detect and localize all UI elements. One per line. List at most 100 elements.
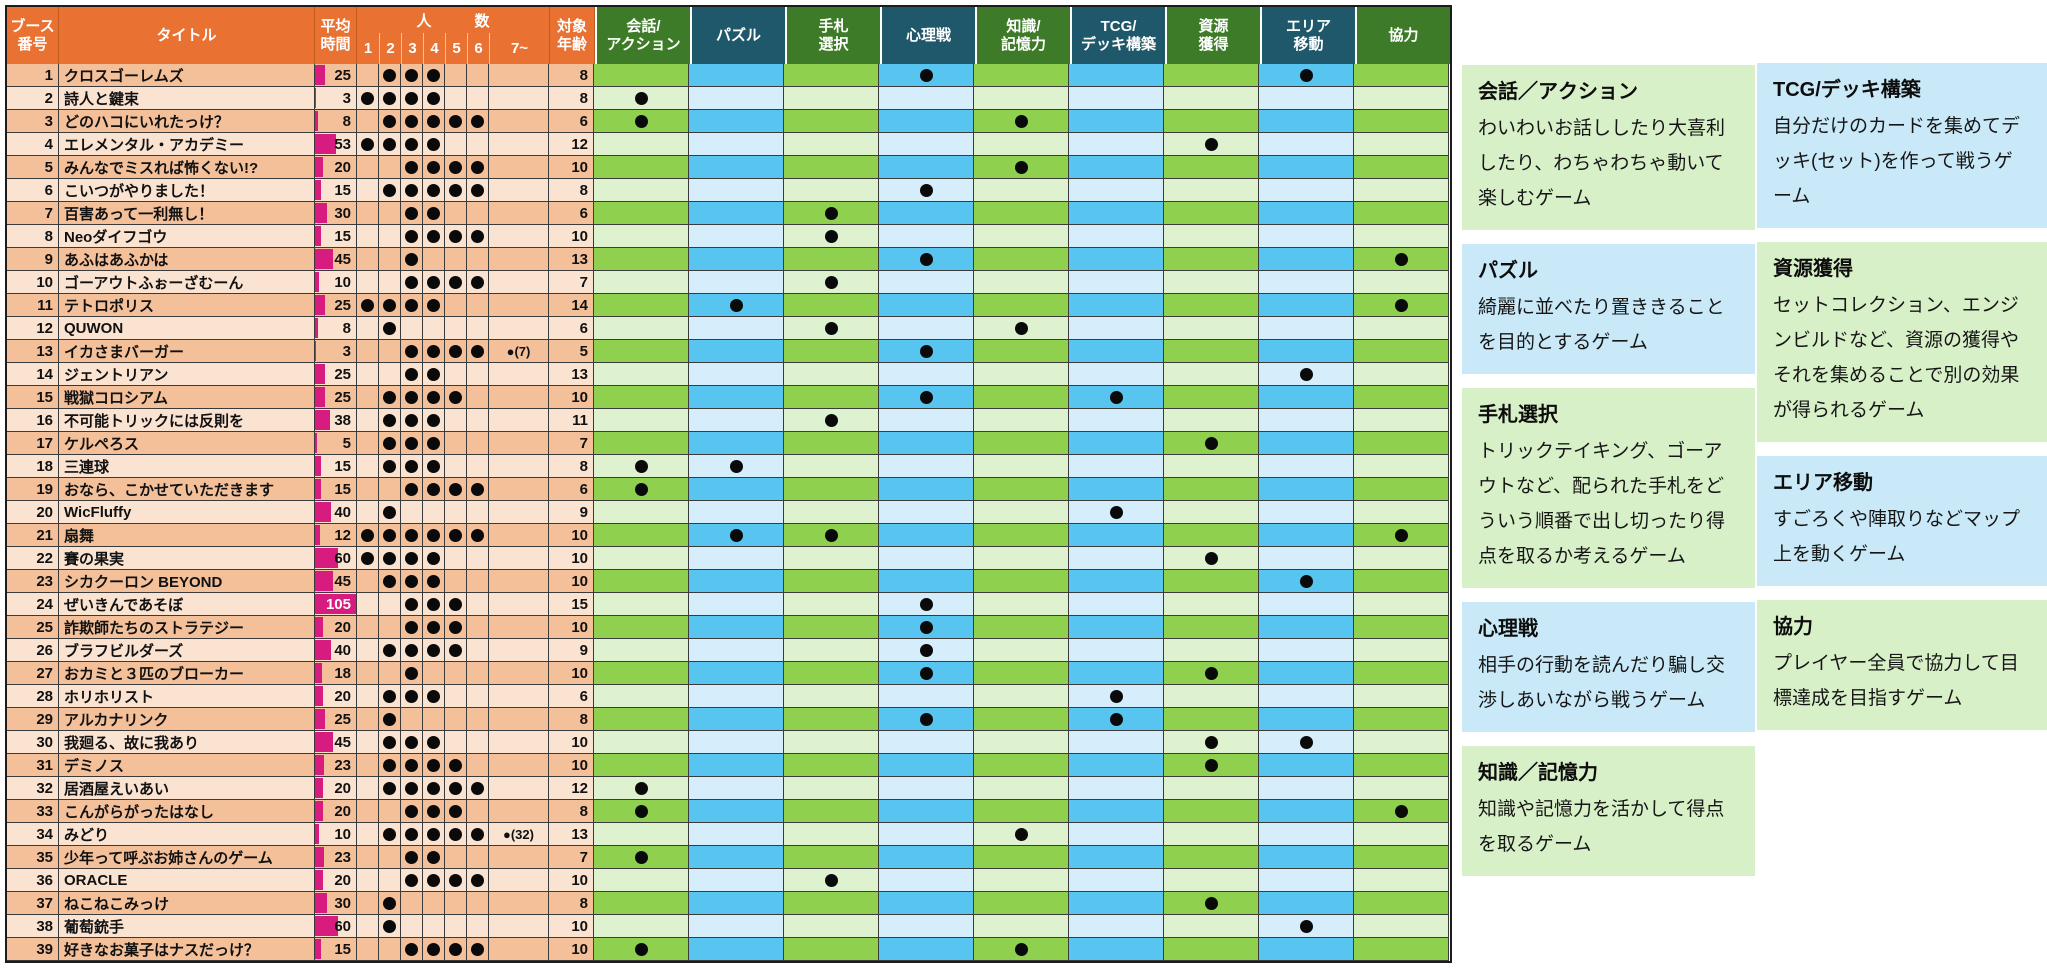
cell-title[interactable]: ゴーアウトふぉーざむーん <box>59 271 315 294</box>
cell-players-3[interactable] <box>401 754 423 777</box>
cell-target-age[interactable]: 10 <box>549 662 594 685</box>
cell-booth-number[interactable]: 13 <box>7 340 59 363</box>
cell-players-7plus[interactable] <box>489 524 549 547</box>
cell-category-6[interactable] <box>1164 225 1259 248</box>
cell-players-1[interactable] <box>357 271 379 294</box>
cell-players-7plus[interactable] <box>489 179 549 202</box>
cell-category-5[interactable] <box>1069 616 1164 639</box>
cell-players-6[interactable] <box>467 294 489 317</box>
cell-category-7[interactable] <box>1259 225 1354 248</box>
cell-category-7[interactable] <box>1259 501 1354 524</box>
cell-players-5[interactable] <box>445 225 467 248</box>
cell-category-0[interactable] <box>594 938 689 961</box>
cell-players-6[interactable] <box>467 432 489 455</box>
cell-players-5[interactable] <box>445 708 467 731</box>
cell-players-1[interactable] <box>357 409 379 432</box>
cell-category-2[interactable] <box>784 133 879 156</box>
cell-players-2[interactable] <box>379 271 401 294</box>
cell-players-6[interactable] <box>467 110 489 133</box>
cell-title[interactable]: 三連球 <box>59 455 315 478</box>
cell-target-age[interactable]: 10 <box>549 225 594 248</box>
cell-category-7[interactable] <box>1259 271 1354 294</box>
cell-category-0[interactable] <box>594 616 689 639</box>
cell-category-5[interactable] <box>1069 432 1164 455</box>
cell-players-6[interactable] <box>467 639 489 662</box>
cell-category-8[interactable] <box>1354 639 1449 662</box>
cell-category-2[interactable] <box>784 478 879 501</box>
cell-target-age[interactable]: 7 <box>549 846 594 869</box>
cell-players-2[interactable] <box>379 892 401 915</box>
cell-category-6[interactable] <box>1164 800 1259 823</box>
cell-players-7plus[interactable] <box>489 409 549 432</box>
cell-avg-time[interactable]: 18 <box>315 662 357 685</box>
cell-avg-time[interactable]: 20 <box>315 869 357 892</box>
cell-players-1[interactable] <box>357 156 379 179</box>
cell-players-4[interactable] <box>423 593 445 616</box>
cell-players-2[interactable] <box>379 409 401 432</box>
cell-category-2[interactable] <box>784 156 879 179</box>
cell-avg-time[interactable]: 25 <box>315 294 357 317</box>
cell-booth-number[interactable]: 37 <box>7 892 59 915</box>
cell-category-0[interactable] <box>594 708 689 731</box>
cell-category-3[interactable] <box>879 386 974 409</box>
cell-players-6[interactable] <box>467 616 489 639</box>
cell-players-1[interactable] <box>357 179 379 202</box>
cell-players-2[interactable] <box>379 248 401 271</box>
cell-title[interactable]: 不可能トリックには反則を <box>59 409 315 432</box>
cell-booth-number[interactable]: 6 <box>7 179 59 202</box>
cell-players-5[interactable] <box>445 248 467 271</box>
cell-players-2[interactable] <box>379 156 401 179</box>
cell-avg-time[interactable]: 30 <box>315 892 357 915</box>
cell-players-6[interactable] <box>467 892 489 915</box>
cell-category-7[interactable] <box>1259 708 1354 731</box>
cell-category-2[interactable] <box>784 64 879 87</box>
cell-players-4[interactable] <box>423 271 445 294</box>
cell-title[interactable]: こいつがやりました！ <box>59 179 315 202</box>
cell-category-4[interactable] <box>974 777 1069 800</box>
cell-target-age[interactable]: 8 <box>549 179 594 202</box>
cell-category-1[interactable] <box>689 225 784 248</box>
cell-category-4[interactable] <box>974 800 1069 823</box>
cell-category-1[interactable] <box>689 179 784 202</box>
cell-players-6[interactable] <box>467 409 489 432</box>
cell-category-6[interactable] <box>1164 616 1259 639</box>
cell-category-3[interactable] <box>879 133 974 156</box>
cell-players-7plus[interactable] <box>489 386 549 409</box>
cell-category-3[interactable] <box>879 363 974 386</box>
cell-category-7[interactable] <box>1259 547 1354 570</box>
cell-category-7[interactable] <box>1259 156 1354 179</box>
cell-category-6[interactable] <box>1164 593 1259 616</box>
cell-category-3[interactable] <box>879 294 974 317</box>
cell-players-1[interactable] <box>357 87 379 110</box>
cell-players-6[interactable] <box>467 317 489 340</box>
cell-category-1[interactable] <box>689 248 784 271</box>
cell-players-4[interactable] <box>423 317 445 340</box>
cell-title[interactable]: おなら、こかせていただきます <box>59 478 315 501</box>
cell-category-1[interactable] <box>689 363 784 386</box>
cell-avg-time[interactable]: 3 <box>315 87 357 110</box>
cell-category-0[interactable] <box>594 869 689 892</box>
cell-category-3[interactable] <box>879 501 974 524</box>
cell-category-3[interactable] <box>879 248 974 271</box>
cell-booth-number[interactable]: 20 <box>7 501 59 524</box>
cell-category-7[interactable] <box>1259 202 1354 225</box>
cell-category-3[interactable] <box>879 685 974 708</box>
cell-category-2[interactable] <box>784 570 879 593</box>
cell-category-7[interactable] <box>1259 409 1354 432</box>
cell-players-4[interactable] <box>423 846 445 869</box>
cell-players-3[interactable] <box>401 455 423 478</box>
cell-avg-time[interactable]: 45 <box>315 570 357 593</box>
cell-players-7plus[interactable] <box>489 616 549 639</box>
cell-players-2[interactable] <box>379 685 401 708</box>
cell-avg-time[interactable]: 23 <box>315 846 357 869</box>
cell-category-6[interactable] <box>1164 731 1259 754</box>
cell-category-6[interactable] <box>1164 823 1259 846</box>
cell-category-7[interactable] <box>1259 800 1354 823</box>
cell-title[interactable]: ブラフビルダーズ <box>59 639 315 662</box>
cell-category-5[interactable] <box>1069 501 1164 524</box>
cell-players-3[interactable] <box>401 823 423 846</box>
cell-category-8[interactable] <box>1354 202 1449 225</box>
cell-title[interactable]: 百害あって一利無し！ <box>59 202 315 225</box>
cell-target-age[interactable]: 12 <box>549 777 594 800</box>
cell-players-1[interactable] <box>357 593 379 616</box>
